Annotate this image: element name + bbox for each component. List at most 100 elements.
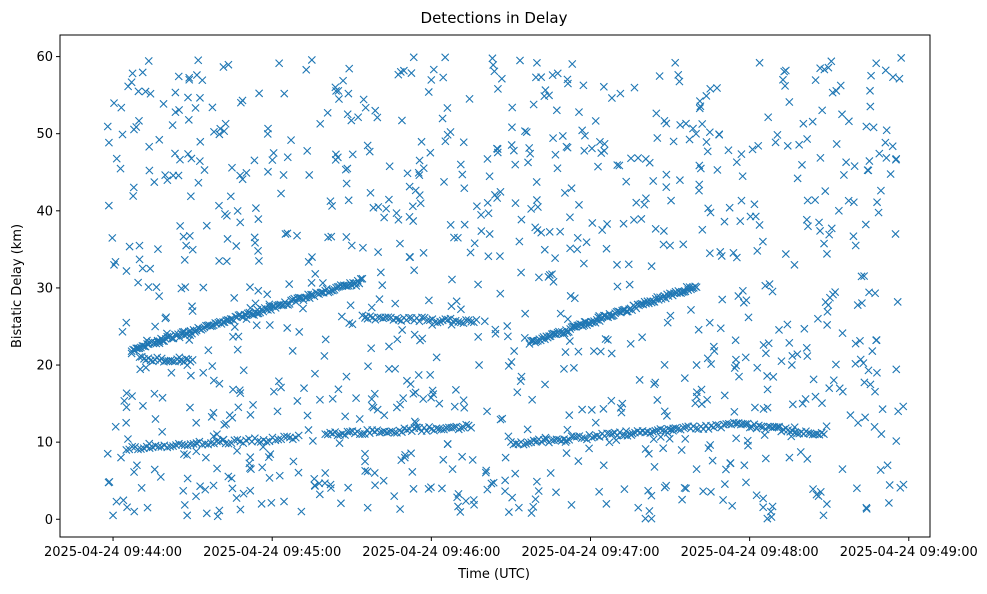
data-point: [159, 99, 168, 108]
data-point: [192, 418, 201, 427]
data-point: [753, 246, 762, 255]
data-point: [361, 449, 369, 458]
data-point: [150, 178, 159, 187]
data-point: [179, 232, 188, 241]
data-point: [117, 103, 126, 112]
data-point: [141, 363, 150, 372]
data-point: [603, 219, 612, 228]
data-point: [706, 208, 715, 217]
data-point: [297, 507, 306, 516]
x-tick-label: 2025-04-24 09:45:00: [203, 545, 341, 560]
data-point: [481, 468, 490, 477]
data-point: [862, 503, 871, 512]
data-point: [582, 435, 591, 444]
data-point: [644, 449, 653, 458]
data-point: [824, 63, 833, 72]
data-point: [118, 130, 127, 139]
data-point: [531, 73, 540, 82]
data-point: [437, 425, 446, 434]
data-point: [624, 260, 633, 269]
data-point: [607, 94, 616, 103]
data-point: [552, 488, 560, 497]
data-point: [392, 209, 401, 218]
data-point: [188, 307, 197, 316]
data-point: [112, 154, 121, 163]
data-point: [705, 128, 714, 137]
data-point: [495, 252, 504, 261]
data-point: [594, 162, 602, 171]
data-point: [467, 317, 476, 326]
data-point: [285, 280, 294, 289]
data-point: [122, 389, 131, 398]
data-point: [227, 163, 236, 172]
data-point: [307, 55, 316, 64]
data-point: [814, 492, 823, 501]
data-point: [215, 379, 224, 388]
data-point: [702, 138, 711, 146]
data-point: [198, 440, 207, 449]
data-point: [532, 178, 541, 187]
data-point: [283, 153, 292, 162]
x-tick-label: 2025-04-24 09:44:00: [44, 545, 182, 560]
data-point: [184, 149, 193, 158]
data-point: [725, 203, 734, 212]
data-point: [674, 424, 683, 433]
data-point: [263, 129, 272, 138]
data-point: [367, 395, 376, 404]
data-point: [618, 399, 627, 408]
data-point: [232, 494, 241, 503]
data-point: [414, 370, 423, 379]
data-point: [785, 453, 794, 462]
data-point: [533, 226, 542, 235]
data-point: [189, 439, 198, 448]
data-point: [585, 444, 594, 453]
data-point: [534, 487, 543, 496]
data-point: [678, 495, 687, 504]
data-point: [758, 237, 767, 246]
data-point: [519, 440, 528, 449]
data-point: [787, 360, 796, 369]
data-point: [781, 81, 790, 90]
data-point: [485, 172, 494, 181]
data-point: [302, 65, 311, 74]
data-point: [785, 98, 794, 106]
data-point: [616, 89, 625, 98]
y-tick-label: 60: [36, 50, 53, 65]
data-point: [405, 182, 414, 191]
data-point: [517, 215, 526, 224]
data-point: [163, 332, 172, 341]
data-point: [881, 66, 890, 75]
data-point: [778, 75, 787, 84]
data-point: [235, 386, 244, 395]
data-point: [819, 430, 828, 439]
data-point: [177, 284, 186, 293]
data-point: [796, 447, 805, 456]
data-point: [626, 339, 635, 348]
data-point: [187, 154, 196, 163]
data-point: [580, 146, 589, 155]
data-point: [316, 119, 325, 128]
data-point: [459, 138, 468, 147]
data-point: [194, 56, 203, 65]
data-point: [470, 239, 479, 248]
data-point: [482, 466, 491, 475]
data-point: [781, 66, 790, 75]
data-point: [562, 436, 571, 445]
data-point: [232, 242, 241, 251]
data-point: [288, 346, 297, 355]
data-point: [580, 434, 589, 443]
data-point: [151, 415, 160, 424]
data-point: [493, 148, 502, 157]
data-point: [453, 493, 462, 502]
data-point: [344, 196, 353, 205]
data-point: [732, 361, 741, 370]
data-point: [168, 357, 177, 366]
data-point: [720, 217, 729, 226]
data-point: [647, 262, 656, 271]
data-point: [552, 106, 561, 115]
data-point: [854, 418, 863, 427]
data-point: [675, 176, 684, 185]
data-point: [409, 389, 418, 398]
data-point: [872, 368, 881, 377]
data-point: [250, 156, 259, 165]
